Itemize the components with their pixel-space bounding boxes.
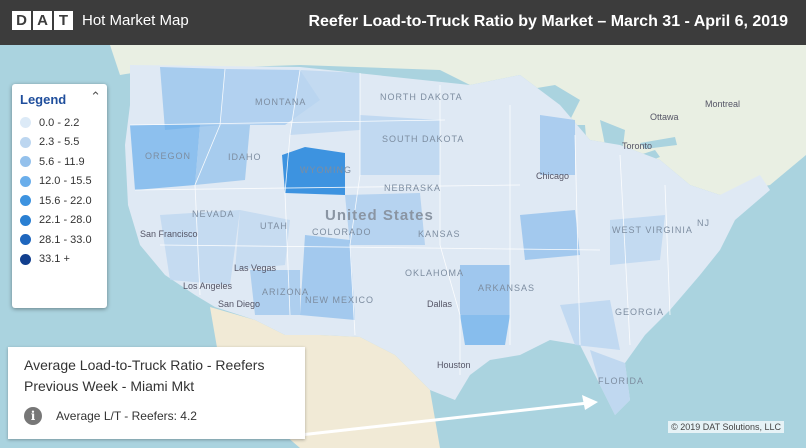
- legend-swatch: [20, 234, 31, 246]
- market-region[interactable]: [130, 125, 200, 190]
- legend-range-label: 22.1 - 28.0: [39, 214, 92, 227]
- state-label: WEST VIRGINIA: [612, 225, 693, 235]
- legend-range-label: 0.0 - 2.2: [39, 116, 80, 129]
- market-region[interactable]: [610, 215, 665, 265]
- legend-range-label: 5.6 - 11.9: [39, 155, 85, 168]
- city-label: Toronto: [622, 141, 652, 151]
- legend-range-label: 15.6 - 22.0: [39, 194, 92, 207]
- market-region[interactable]: [250, 270, 300, 315]
- market-region[interactable]: [345, 193, 425, 245]
- state-label: KANSAS: [418, 229, 461, 239]
- state-boundaries: [129, 68, 671, 375]
- market-region[interactable]: [360, 115, 440, 175]
- city-label: Montreal: [705, 99, 740, 109]
- legend-range-label: 12.0 - 15.5: [39, 175, 92, 188]
- legend-swatch: [20, 156, 31, 168]
- legend-item: 15.6 - 22.0: [20, 191, 99, 211]
- state-label: IDAHO: [228, 152, 262, 162]
- state-label: ARKANSAS: [478, 283, 535, 293]
- market-region-highlight[interactable]: [282, 147, 345, 195]
- state-label: UTAH: [260, 221, 288, 231]
- state-label: SOUTH DAKOTA: [382, 134, 464, 144]
- market-region[interactable]: [540, 115, 575, 175]
- legend-item: 28.1 - 33.0: [20, 230, 99, 250]
- legend-swatch: [20, 175, 31, 187]
- state-label: OKLAHOMA: [405, 268, 464, 278]
- state-label: NEBRASKA: [384, 183, 441, 193]
- lake-ontario: [640, 137, 677, 149]
- copyright-notice: © 2019 DAT Solutions, LLC: [668, 421, 784, 433]
- arrow-head: [582, 395, 598, 410]
- state-label: FLORIDA: [598, 376, 644, 386]
- legend-item: 12.0 - 15.5: [20, 172, 99, 192]
- state-label: WYOMING: [300, 165, 352, 175]
- state-label: ARIZONA: [262, 287, 309, 297]
- info-icon[interactable]: i: [24, 407, 42, 425]
- legend-item: 22.1 - 28.0: [20, 211, 99, 231]
- city-label: Las Vegas: [234, 263, 277, 273]
- market-region[interactable]: [195, 125, 250, 185]
- market-region[interactable]: [160, 67, 225, 130]
- market-region[interactable]: [235, 210, 290, 270]
- info-subtitle: Previous Week - Miami Mkt: [24, 378, 195, 394]
- average-lt-value: Average L/T - Reefers: 4.2: [56, 409, 197, 423]
- market-region[interactable]: [520, 210, 580, 260]
- app-title: Hot Market Map: [82, 12, 189, 29]
- dat-logo[interactable]: D A T: [12, 11, 75, 30]
- legend-item: 33.1 +: [20, 250, 99, 270]
- state-label: OREGON: [145, 151, 191, 161]
- pointer-arrow: [299, 401, 589, 437]
- logo-letter: T: [54, 11, 73, 30]
- market-info-box: Average Load-to-Truck Ratio - Reefers Pr…: [8, 347, 305, 439]
- canada-land: [110, 45, 806, 195]
- country-label: United States: [325, 207, 434, 224]
- city-label: Houston: [437, 360, 471, 370]
- info-row: i Average L/T - Reefers: 4.2: [24, 407, 289, 425]
- report-title: Reefer Load-to-Truck Ratio by Market – M…: [308, 13, 788, 30]
- legend-item: 0.0 - 2.2: [20, 113, 99, 133]
- legend-item: 5.6 - 11.9: [20, 152, 99, 172]
- market-region[interactable]: [290, 70, 360, 135]
- logo-letter: D: [12, 11, 31, 30]
- city-label: Chicago: [536, 171, 569, 181]
- legend-item: 2.3 - 5.5: [20, 133, 99, 153]
- market-region[interactable]: [560, 300, 620, 350]
- city-label: San Francisco: [140, 229, 198, 239]
- chevron-up-icon[interactable]: ⌃: [90, 89, 101, 104]
- state-label: COLORADO: [312, 227, 372, 237]
- state-label: NJ: [697, 218, 710, 228]
- market-region[interactable]: [460, 315, 510, 345]
- legend-panel: Legend ⌃ 0.0 - 2.2 2.3 - 5.5 5.6 - 11.9 12.…: [12, 84, 107, 308]
- market-region[interactable]: [460, 265, 510, 315]
- city-label: Dallas: [427, 299, 453, 309]
- city-label: Ottawa: [650, 112, 679, 122]
- market-region-miami[interactable]: [590, 350, 630, 415]
- state-label: MONTANA: [255, 97, 306, 107]
- city-label: Los Angeles: [183, 281, 233, 291]
- legend-range-label: 2.3 - 5.5: [39, 136, 80, 149]
- info-title: Average Load-to-Truck Ratio - Reefers: [24, 357, 265, 373]
- legend-swatch: [20, 195, 31, 207]
- legend-range-label: 28.1 - 33.0: [39, 233, 92, 246]
- state-label: NORTH DAKOTA: [380, 92, 463, 102]
- logo-letter: A: [33, 11, 52, 30]
- header-bar: D A T Hot Market Map Reefer Load-to-Truc…: [0, 0, 806, 45]
- legend-range-label: 33.1 +: [39, 253, 70, 266]
- state-label: NEW MEXICO: [305, 295, 374, 305]
- legend-swatch: [20, 117, 31, 129]
- legend-swatch: [20, 214, 31, 226]
- legend-title: Legend: [20, 92, 67, 107]
- city-label: San Diego: [218, 299, 260, 309]
- market-region[interactable]: [300, 235, 355, 320]
- legend-swatch: [20, 253, 31, 265]
- state-label: NEVADA: [192, 209, 234, 219]
- state-label: GEORGIA: [615, 307, 664, 317]
- legend-swatch: [20, 136, 31, 148]
- market-region[interactable]: [160, 210, 240, 285]
- legend-items: 0.0 - 2.2 2.3 - 5.5 5.6 - 11.9 12.0 - 15.5 1…: [20, 113, 99, 269]
